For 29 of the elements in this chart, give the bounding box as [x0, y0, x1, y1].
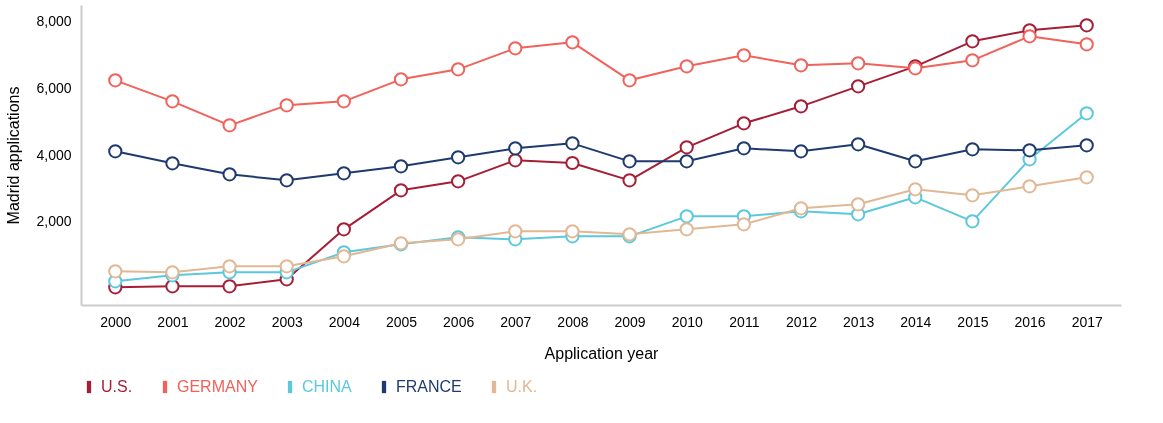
y-tick-label: 2,000	[36, 213, 72, 230]
x-axis-title: Application year	[544, 344, 660, 362]
legend-label: CHINA	[302, 378, 353, 395]
legend-label: U.S.	[101, 378, 133, 395]
y-tick-label: 8,000	[36, 13, 72, 30]
y-tick-label: 4,000	[36, 146, 72, 163]
x-tick-label: 2001	[157, 313, 189, 330]
legend-label: GERMANY	[177, 378, 259, 395]
x-tick-label: 2016	[1014, 313, 1046, 330]
x-tick-label: 2004	[328, 313, 361, 330]
x-tick-label: 2000	[100, 313, 132, 330]
y-axis-title: Madrid applications	[5, 86, 23, 225]
x-tick-label: 2005	[385, 313, 418, 330]
legend-label: U.K.	[506, 378, 538, 395]
x-tick-label: 2003	[271, 313, 303, 330]
x-tick-label: 2015	[957, 313, 989, 330]
x-tick-label: 2013	[843, 313, 875, 330]
x-tick-label: 2014	[900, 313, 932, 330]
x-tick-label: 2017	[1071, 313, 1103, 330]
x-tick-label: 2007	[500, 313, 532, 330]
legend-label: FRANCE	[396, 378, 462, 395]
y-tick-label: 6,000	[36, 79, 72, 96]
x-tick-label: 2002	[214, 313, 246, 330]
x-tick-label: 2009	[614, 313, 646, 330]
x-tick-label: 2006	[443, 313, 475, 330]
x-tick-label: 2012	[785, 313, 818, 330]
x-tick-label: 2011	[729, 313, 760, 330]
x-tick-label: 2010	[671, 313, 703, 330]
x-tick-label: 2008	[557, 313, 589, 330]
